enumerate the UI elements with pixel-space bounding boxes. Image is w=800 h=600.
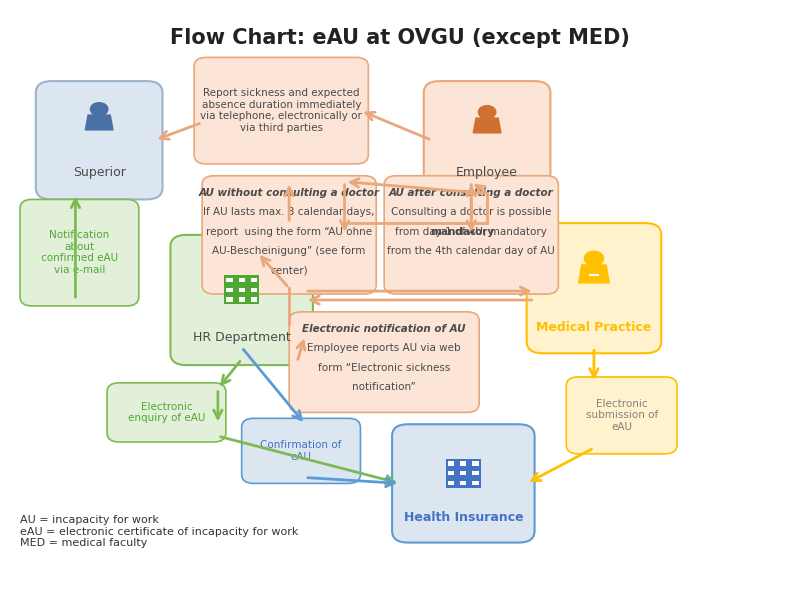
FancyBboxPatch shape — [170, 235, 313, 365]
Circle shape — [478, 106, 496, 119]
Text: center): center) — [270, 266, 308, 275]
FancyBboxPatch shape — [460, 461, 466, 466]
Text: Superior: Superior — [73, 166, 126, 179]
FancyBboxPatch shape — [20, 199, 138, 306]
Text: from the 4th calendar day of AU: from the 4th calendar day of AU — [387, 246, 555, 256]
FancyBboxPatch shape — [289, 312, 479, 412]
FancyBboxPatch shape — [473, 471, 478, 475]
FancyBboxPatch shape — [226, 297, 233, 302]
FancyBboxPatch shape — [392, 424, 534, 542]
Text: Flow Chart: eAU at OVGU (except MED): Flow Chart: eAU at OVGU (except MED) — [170, 28, 630, 48]
FancyBboxPatch shape — [473, 461, 478, 466]
Text: HR Department: HR Department — [193, 331, 290, 344]
FancyBboxPatch shape — [238, 278, 245, 283]
FancyBboxPatch shape — [107, 383, 226, 442]
FancyBboxPatch shape — [224, 275, 259, 304]
FancyBboxPatch shape — [424, 81, 550, 199]
FancyBboxPatch shape — [566, 377, 677, 454]
Circle shape — [90, 103, 108, 116]
FancyBboxPatch shape — [448, 481, 454, 485]
FancyBboxPatch shape — [202, 176, 376, 294]
Text: AU-Bescheinigung” (see form: AU-Bescheinigung” (see form — [213, 246, 366, 256]
Text: report  using the form “AU ohne: report using the form “AU ohne — [206, 227, 372, 236]
FancyBboxPatch shape — [251, 287, 257, 292]
Polygon shape — [86, 115, 113, 130]
FancyBboxPatch shape — [460, 471, 466, 475]
FancyBboxPatch shape — [242, 418, 361, 484]
FancyBboxPatch shape — [446, 458, 481, 488]
Text: Employee: Employee — [456, 166, 518, 179]
Text: Employee reports AU via web: Employee reports AU via web — [307, 343, 461, 353]
Text: mandatory: mandatory — [430, 227, 494, 236]
Text: notification”: notification” — [352, 382, 416, 392]
Polygon shape — [578, 265, 609, 283]
FancyBboxPatch shape — [36, 81, 162, 199]
Text: from day 1 of AU; mandatory: from day 1 of AU; mandatory — [395, 227, 547, 236]
Text: Notification
about
confirmed eAU
via e-mail: Notification about confirmed eAU via e-m… — [41, 230, 118, 275]
Text: Medical Practice: Medical Practice — [536, 322, 651, 334]
Text: form “Electronic sickness: form “Electronic sickness — [318, 363, 450, 373]
Text: AU = incapacity for work
eAU = electronic certificate of incapacity for work
MED: AU = incapacity for work eAU = electroni… — [20, 515, 298, 548]
FancyBboxPatch shape — [238, 287, 245, 292]
FancyBboxPatch shape — [526, 223, 662, 353]
Text: AU after consulting a doctor: AU after consulting a doctor — [389, 188, 554, 197]
FancyBboxPatch shape — [473, 481, 478, 485]
Text: AU without consulting a doctor: AU without consulting a doctor — [198, 188, 380, 197]
Polygon shape — [474, 118, 501, 133]
Text: Consulting a doctor is possible: Consulting a doctor is possible — [391, 207, 551, 217]
FancyBboxPatch shape — [448, 471, 454, 475]
Text: Electronic
enquiry of eAU: Electronic enquiry of eAU — [128, 401, 205, 423]
FancyBboxPatch shape — [448, 461, 454, 466]
FancyBboxPatch shape — [194, 58, 368, 164]
Text: Electronic
submission of
eAU: Electronic submission of eAU — [586, 399, 658, 432]
Circle shape — [584, 251, 603, 266]
FancyBboxPatch shape — [251, 297, 257, 302]
Text: Electronic notification of AU: Electronic notification of AU — [302, 323, 466, 334]
Text: Health Insurance: Health Insurance — [403, 511, 523, 524]
FancyBboxPatch shape — [384, 176, 558, 294]
FancyBboxPatch shape — [226, 287, 233, 292]
FancyBboxPatch shape — [251, 278, 257, 283]
FancyBboxPatch shape — [460, 481, 466, 485]
Text: If AU lasts max. 3 calendar days,: If AU lasts max. 3 calendar days, — [203, 207, 375, 217]
FancyBboxPatch shape — [238, 297, 245, 302]
FancyBboxPatch shape — [226, 278, 233, 283]
Text: Confirmation of
eAU: Confirmation of eAU — [260, 440, 342, 461]
Text: Report sickness and expected
absence duration immediately
via telephone, electro: Report sickness and expected absence dur… — [200, 88, 362, 133]
